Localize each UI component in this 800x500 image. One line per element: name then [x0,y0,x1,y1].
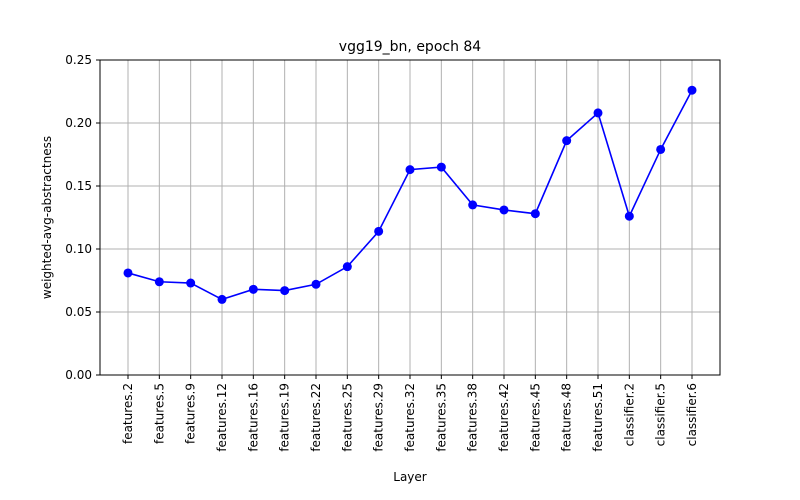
data-point [530,209,540,219]
data-point [280,286,290,296]
y-tick-label: 0.00 [65,368,92,382]
x-tick-label: features.19 [278,383,292,452]
x-tick-label: features.22 [309,383,323,452]
y-tick-label: 0.10 [65,242,92,256]
data-point [687,85,697,95]
data-point [499,205,509,215]
x-axis-label: Layer [393,470,427,484]
data-point [342,262,352,272]
x-tick-label: classifier.5 [654,383,668,446]
x-tick-label: features.16 [246,383,260,452]
x-tick-label: features.48 [560,383,574,452]
x-tick-label: features.35 [434,383,448,452]
x-tick-label: features.32 [403,383,417,452]
series [123,85,697,304]
x-tick-label: features.5 [152,383,166,444]
data-point [405,165,415,175]
x-tick-label: features.2 [121,383,135,444]
y-tick-label: 0.15 [65,179,92,193]
data-point [217,294,227,304]
y-tick-label: 0.20 [65,116,92,130]
data-point [593,108,603,118]
plot-frame [99,59,721,376]
x-tick-label: features.25 [340,383,354,452]
y-tick-label: 0.25 [65,53,92,67]
y-axis-label: weighted-avg-abstractness [40,136,54,299]
x-tick-label: features.38 [466,383,480,452]
data-point [186,278,196,288]
data-point [468,200,478,210]
x-tick-label: features.51 [591,383,605,452]
data-point [436,162,446,172]
data-point [656,144,666,154]
data-point [154,277,164,287]
ticks: features.2 features.5 features.9 features.1… [65,53,699,452]
x-tick-label: features.29 [372,383,386,452]
x-tick-label: classifier.2 [622,383,636,446]
data-point [248,284,258,294]
y-tick-label: 0.05 [65,305,92,319]
x-tick-label: features.45 [528,383,542,452]
data-point [624,211,634,221]
x-tick-label: features.12 [215,383,229,452]
chart-title: vgg19_bn, epoch 84 [339,39,482,55]
x-tick-label: features.42 [497,383,511,452]
x-tick-label: features.9 [184,383,198,444]
data-point [311,279,321,289]
data-point [562,136,572,146]
data-point [374,226,384,236]
x-tick-label: classifier.6 [685,383,699,446]
data-point [123,268,133,278]
